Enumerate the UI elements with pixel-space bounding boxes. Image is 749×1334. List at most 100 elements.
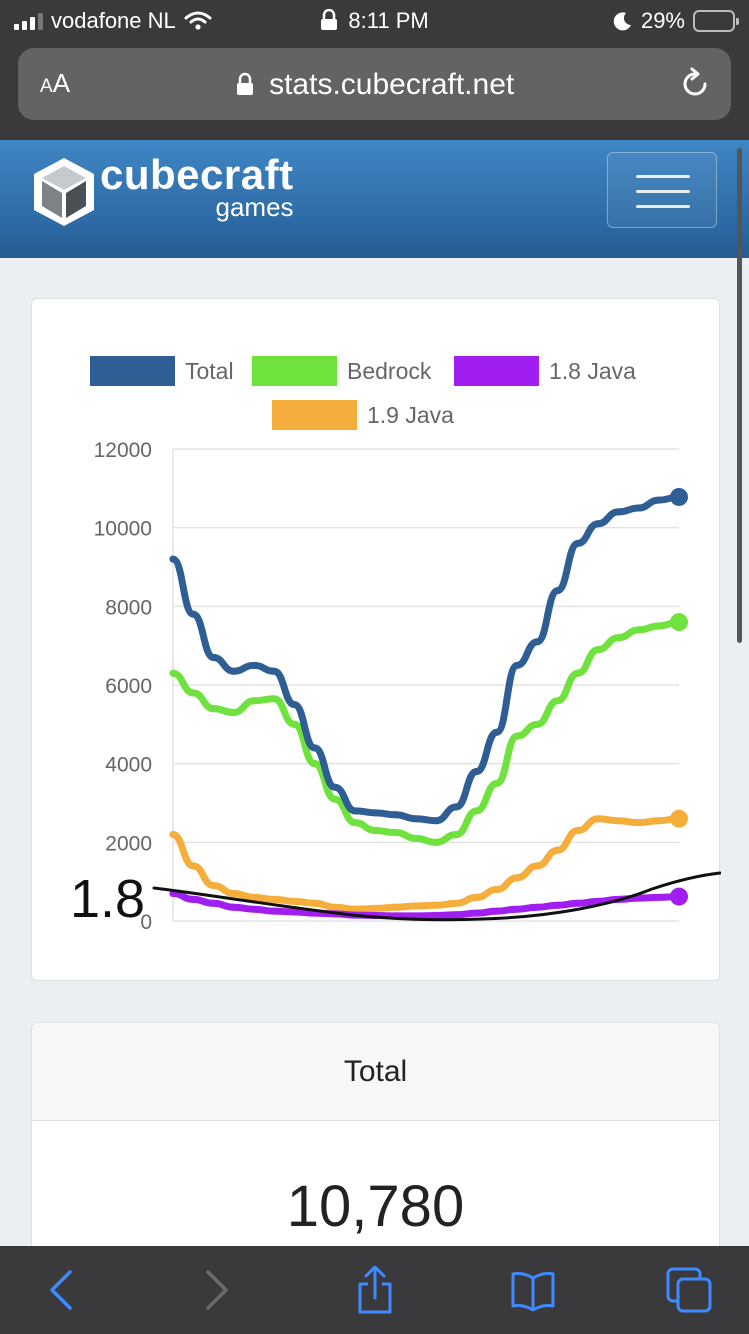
data-point-total[interactable] <box>351 807 359 815</box>
data-point-bedrock[interactable] <box>250 697 258 705</box>
data-point-bedrock[interactable] <box>209 705 217 713</box>
data-point-total[interactable] <box>554 587 562 595</box>
data-point-1-8-java[interactable] <box>432 911 440 919</box>
data-point-total[interactable] <box>412 815 420 823</box>
data-point-1-9-java[interactable] <box>290 897 298 905</box>
legend-label-1-9-java[interactable]: 1.9 Java <box>367 402 454 428</box>
data-point-total[interactable] <box>670 487 688 506</box>
data-point-1-9-java[interactable] <box>614 817 622 825</box>
data-point-1-8-java[interactable] <box>670 887 688 906</box>
data-point-total[interactable] <box>473 768 481 776</box>
data-point-total[interactable] <box>655 496 663 504</box>
data-point-bedrock[interactable] <box>614 634 622 642</box>
data-point-1-8-java[interactable] <box>412 912 420 920</box>
data-point-1-8-java[interactable] <box>655 893 663 901</box>
data-point-bedrock[interactable] <box>290 720 298 728</box>
data-point-total[interactable] <box>513 661 521 669</box>
data-point-total[interactable] <box>493 728 501 736</box>
data-point-1-8-java[interactable] <box>635 894 643 902</box>
data-point-1-9-java[interactable] <box>270 895 278 903</box>
data-point-total[interactable] <box>614 508 622 516</box>
data-point-total[interactable] <box>189 610 197 618</box>
data-point-total[interactable] <box>250 661 258 669</box>
data-point-1-9-java[interactable] <box>230 889 238 897</box>
data-point-1-9-java[interactable] <box>351 905 359 913</box>
data-point-1-9-java[interactable] <box>331 903 339 911</box>
data-point-total[interactable] <box>452 803 460 811</box>
data-point-total[interactable] <box>169 555 177 563</box>
data-point-bedrock[interactable] <box>311 760 319 768</box>
legend-swatch-bedrock[interactable] <box>252 356 337 386</box>
data-point-1-9-java[interactable] <box>189 862 197 870</box>
data-point-1-8-java[interactable] <box>493 907 501 915</box>
data-point-total[interactable] <box>392 811 400 819</box>
data-point-1-8-java[interactable] <box>452 911 460 919</box>
data-point-1-8-java[interactable] <box>533 903 541 911</box>
data-point-1-9-java[interactable] <box>250 893 258 901</box>
data-point-total[interactable] <box>290 701 298 709</box>
forward-icon[interactable] <box>192 1266 240 1314</box>
back-icon[interactable] <box>38 1266 86 1314</box>
data-point-bedrock[interactable] <box>594 646 602 654</box>
data-point-1-8-java[interactable] <box>554 901 562 909</box>
data-point-1-9-java[interactable] <box>412 902 420 910</box>
data-point-bedrock[interactable] <box>533 720 541 728</box>
data-point-bedrock[interactable] <box>635 626 643 634</box>
data-point-1-8-java[interactable] <box>189 895 197 903</box>
bookmarks-icon[interactable] <box>509 1266 557 1314</box>
data-point-1-8-java[interactable] <box>594 897 602 905</box>
data-point-1-9-java[interactable] <box>655 817 663 825</box>
data-point-1-9-java[interactable] <box>371 904 379 912</box>
data-point-1-9-java[interactable] <box>533 862 541 870</box>
data-point-bedrock[interactable] <box>270 695 278 703</box>
data-point-1-9-java[interactable] <box>473 893 481 901</box>
legend-swatch-1-9-java[interactable] <box>272 400 357 430</box>
data-point-1-8-java[interactable] <box>250 905 258 913</box>
address-bar[interactable]: AA stats.cubecraft.net <box>18 48 731 120</box>
data-point-total[interactable] <box>209 653 217 661</box>
data-point-total[interactable] <box>432 817 440 825</box>
share-icon[interactable] <box>351 1266 399 1314</box>
data-point-1-9-java[interactable] <box>392 903 400 911</box>
data-point-bedrock[interactable] <box>432 838 440 846</box>
data-point-bedrock[interactable] <box>554 697 562 705</box>
data-point-total[interactable] <box>270 667 278 675</box>
data-point-1-8-java[interactable] <box>473 909 481 917</box>
data-point-1-8-java[interactable] <box>270 907 278 915</box>
data-point-1-9-java[interactable] <box>209 882 217 890</box>
data-point-bedrock[interactable] <box>513 732 521 740</box>
data-point-bedrock[interactable] <box>412 834 420 842</box>
legend-label-bedrock[interactable]: Bedrock <box>347 358 432 384</box>
legend-label-total[interactable]: Total <box>185 358 234 384</box>
data-point-1-8-java[interactable] <box>513 905 521 913</box>
data-point-total[interactable] <box>533 638 541 646</box>
data-point-1-9-java[interactable] <box>432 901 440 909</box>
data-point-1-9-java[interactable] <box>513 874 521 882</box>
data-point-bedrock[interactable] <box>351 819 359 827</box>
data-point-1-8-java[interactable] <box>209 899 217 907</box>
hamburger-menu-button[interactable] <box>607 152 717 228</box>
data-point-1-9-java[interactable] <box>635 819 643 827</box>
data-point-bedrock[interactable] <box>230 709 238 717</box>
data-point-total[interactable] <box>594 520 602 528</box>
data-point-1-8-java[interactable] <box>230 903 238 911</box>
data-point-bedrock[interactable] <box>655 622 663 630</box>
data-point-1-9-java[interactable] <box>311 899 319 907</box>
cubecraft-logo[interactable] <box>30 154 98 230</box>
data-point-1-9-java[interactable] <box>554 846 562 854</box>
data-point-bedrock[interactable] <box>574 669 582 677</box>
data-point-total[interactable] <box>635 504 643 512</box>
tabs-icon[interactable] <box>665 1266 713 1314</box>
data-point-1-9-java[interactable] <box>169 830 177 838</box>
data-point-1-8-java[interactable] <box>290 908 298 916</box>
legend-swatch-1-8-java[interactable] <box>454 356 539 386</box>
data-point-total[interactable] <box>331 783 339 791</box>
legend-label-1-8-java[interactable]: 1.8 Java <box>549 358 636 384</box>
legend-swatch-total[interactable] <box>90 356 175 386</box>
data-point-bedrock[interactable] <box>371 827 379 835</box>
data-point-bedrock[interactable] <box>392 829 400 836</box>
text-size-button[interactable]: AA <box>40 68 71 98</box>
data-point-bedrock[interactable] <box>493 779 501 787</box>
data-point-bedrock[interactable] <box>670 613 688 632</box>
reload-icon[interactable] <box>677 66 713 102</box>
